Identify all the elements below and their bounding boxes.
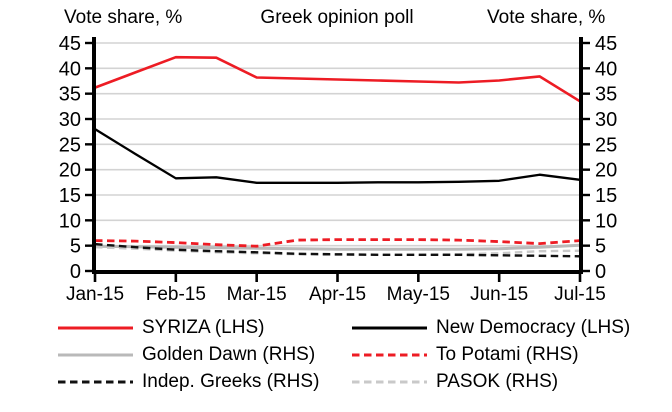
legend-swatch-syriza-lhs bbox=[58, 326, 133, 329]
y-tick-label-right-5: 5 bbox=[595, 236, 606, 258]
y-tick-label-left-15: 15 bbox=[59, 185, 81, 207]
y-tick-label-right-0: 0 bbox=[595, 261, 606, 283]
left-axis-title: Vote share, % bbox=[64, 7, 183, 28]
x-tick-label-mar-15: Mar-15 bbox=[227, 284, 287, 305]
series-line-golden-dawn-rhs bbox=[94, 243, 581, 251]
y-tick-label-right-30: 30 bbox=[595, 109, 617, 131]
y-tick-label-left-40: 40 bbox=[59, 58, 81, 80]
chart-plot-area: 0 0 5 5 10 10 15 15 20 20 25 25 30 30 35 35 40 40 45 45 Jan-… bbox=[59, 33, 618, 305]
y-tick-label-left-20: 20 bbox=[59, 160, 81, 182]
y-tick-label-right-35: 35 bbox=[595, 84, 617, 106]
x-tick-label-may-15: May-15 bbox=[387, 284, 450, 305]
legend-label-pasok-rhs: PASOK (RHS) bbox=[436, 370, 559, 392]
legend-item-to-potami-rhs: To Potami (RHS) bbox=[352, 344, 662, 366]
y-tick-label-left-5: 5 bbox=[70, 236, 81, 258]
x-tick-label-feb-15: Feb-15 bbox=[146, 284, 206, 305]
x-tick-label-jul-15: Jul-15 bbox=[554, 284, 606, 305]
series-line-to-potami-rhs bbox=[94, 238, 581, 248]
y-tick-label-left-10: 10 bbox=[59, 210, 81, 232]
y-tick-label-left-0: 0 bbox=[70, 261, 81, 283]
legend-label-syriza-lhs: SYRIZA (LHS) bbox=[142, 316, 265, 338]
series-line-syriza-lhs bbox=[94, 55, 581, 103]
x-tick-label-apr-15: Apr-15 bbox=[309, 284, 366, 305]
y-tick-label-right-45: 45 bbox=[595, 33, 617, 55]
y-tick-label-right-20: 20 bbox=[595, 160, 617, 182]
chart-title: Greek opinion poll bbox=[260, 7, 414, 28]
x-tick-label-jun-15: Jun-15 bbox=[470, 284, 528, 305]
y-tick-label-left-25: 25 bbox=[59, 134, 81, 156]
legend-swatch-indep-greeks-rhs bbox=[58, 380, 133, 383]
y-tick-label-left-30: 30 bbox=[59, 109, 81, 131]
chart-legend: SYRIZA (LHS) New Democracy (LHS) Golden Da… bbox=[58, 314, 662, 395]
legend-label-new-democracy-lhs: New Democracy (LHS) bbox=[436, 316, 631, 338]
legend-swatch-new-democracy-lhs bbox=[352, 326, 427, 329]
series-line-indep-greeks-rhs bbox=[94, 242, 581, 258]
series-line-new-democracy-lhs bbox=[94, 128, 581, 184]
legend-item-syriza-lhs: SYRIZA (LHS) bbox=[58, 317, 352, 339]
legend-item-golden-dawn-rhs: Golden Dawn (RHS) bbox=[58, 344, 352, 366]
legend-label-to-potami-rhs: To Potami (RHS) bbox=[436, 343, 579, 365]
legend-swatch-pasok-rhs bbox=[352, 380, 427, 383]
legend-label-indep-greeks-rhs: Indep. Greeks (RHS) bbox=[142, 370, 320, 392]
x-tick-label-jan-15: Jan-15 bbox=[66, 284, 124, 305]
legend-label-golden-dawn-rhs: Golden Dawn (RHS) bbox=[142, 343, 316, 365]
y-tick-label-left-45: 45 bbox=[59, 33, 81, 55]
right-axis-title: Vote share, % bbox=[487, 7, 606, 28]
y-tick-label-right-25: 25 bbox=[595, 134, 617, 156]
legend-swatch-to-potami-rhs bbox=[352, 353, 427, 356]
y-tick-label-right-15: 15 bbox=[595, 185, 617, 207]
legend-item-pasok-rhs: PASOK (RHS) bbox=[352, 371, 662, 393]
legend-item-indep-greeks-rhs: Indep. Greeks (RHS) bbox=[58, 371, 352, 393]
y-tick-label-left-35: 35 bbox=[59, 84, 81, 106]
y-tick-label-right-40: 40 bbox=[595, 58, 617, 80]
legend-item-new-democracy-lhs: New Democracy (LHS) bbox=[352, 317, 662, 339]
legend-swatch-golden-dawn-rhs bbox=[58, 353, 133, 356]
y-tick-label-right-10: 10 bbox=[595, 210, 617, 232]
